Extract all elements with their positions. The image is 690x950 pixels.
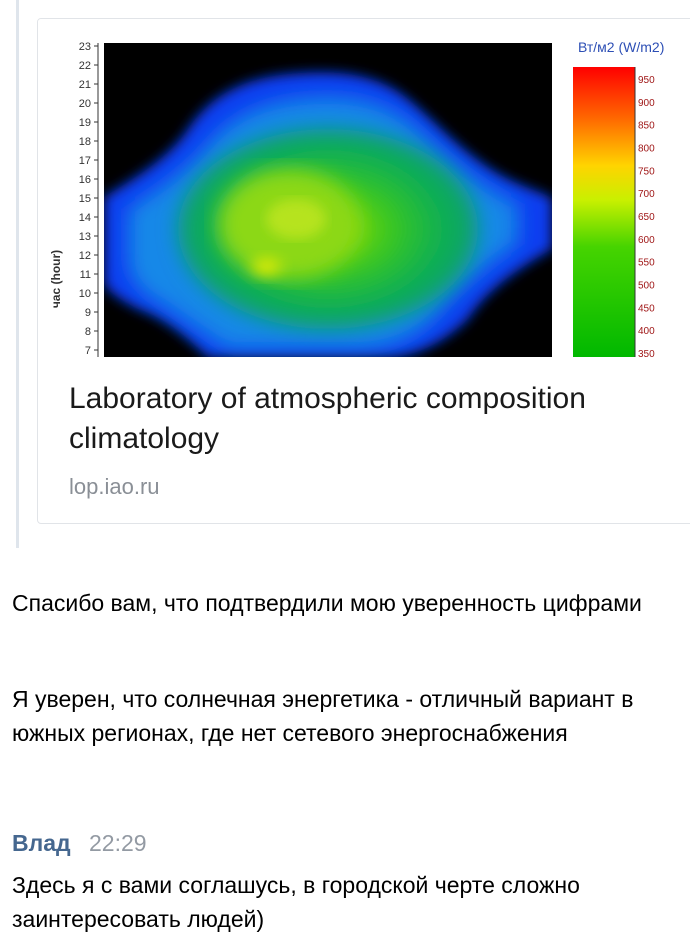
legend-colorbar	[573, 67, 635, 357]
legend-ticks: 950 900 850 800 750 700 650 600 550 500 450 400 350	[638, 75, 655, 357]
message-time[interactable]: 22:29	[89, 830, 147, 856]
legend-tick-label: 500	[638, 281, 655, 292]
message-header: Влад 22:29	[12, 830, 147, 857]
y-axis-ticks: 7 8 9 10 11 12 13 14 15 16 17 18 19 20 21 22 23	[79, 41, 98, 357]
heatmap-image: 7 8 9 10 11 12 13 14 15 16 17 18 19 20 21 22 23 час (hou…	[49, 39, 664, 357]
legend-tick-label: 950	[638, 75, 655, 86]
link-preview-card[interactable]: 7 8 9 10 11 12 13 14 15 16 17 18 19 20 21 22 23 час (hou…	[37, 18, 690, 524]
legend-tick-label: 600	[638, 235, 655, 246]
legend-tick-label: 800	[638, 144, 655, 155]
y-tick-label: 17	[79, 155, 91, 167]
legend-title: Вт/м2 (W/m2)	[578, 39, 664, 55]
y-tick-label: 14	[79, 212, 91, 224]
legend-tick-label: 450	[638, 303, 655, 314]
y-tick-label: 19	[79, 117, 91, 129]
message-text: Здесь я с вами соглашусь, в городской че…	[12, 872, 580, 932]
message-text: Спасибо вам, что подтвердили мою уверенн…	[12, 590, 642, 616]
message-text: Я уверен, что солнечная энергетика - отл…	[12, 686, 634, 746]
legend-tick-label: 400	[638, 326, 655, 337]
legend-tick-label: 900	[638, 98, 655, 109]
y-tick-label: 16	[79, 174, 91, 186]
y-tick-label: 15	[79, 193, 91, 205]
y-axis-label: час (hour)	[49, 250, 63, 308]
y-tick-label: 8	[85, 326, 91, 338]
legend-tick-label: 700	[638, 189, 655, 200]
legend-tick-label: 650	[638, 212, 655, 223]
y-tick-label: 7	[85, 345, 91, 357]
y-tick-label: 21	[79, 79, 91, 91]
link-preview-domain[interactable]: lop.iao.ru	[69, 474, 160, 499]
link-preview-title[interactable]: Laboratory of atmospheric composition cl…	[69, 382, 586, 455]
legend-tick-label: 850	[638, 121, 655, 132]
preview-image[interactable]: 7 8 9 10 11 12 13 14 15 16 17 18 19 20 21 22 23 час (hou…	[38, 19, 690, 357]
y-tick-label: 10	[79, 288, 91, 300]
y-tick-label: 11	[80, 269, 91, 281]
y-tick-label: 20	[79, 98, 91, 110]
y-tick-label: 23	[79, 41, 91, 53]
y-tick-label: 12	[79, 250, 91, 262]
author-name[interactable]: Влад	[12, 830, 71, 856]
y-tick-label: 9	[85, 307, 91, 319]
legend-tick-label: 550	[638, 258, 655, 269]
legend-tick-label: 350	[638, 349, 655, 357]
legend-tick-label: 750	[638, 166, 655, 177]
y-tick-label: 22	[79, 60, 91, 72]
y-tick-label: 18	[79, 136, 91, 148]
y-tick-label: 13	[79, 231, 91, 243]
quote-bar	[16, 0, 19, 548]
